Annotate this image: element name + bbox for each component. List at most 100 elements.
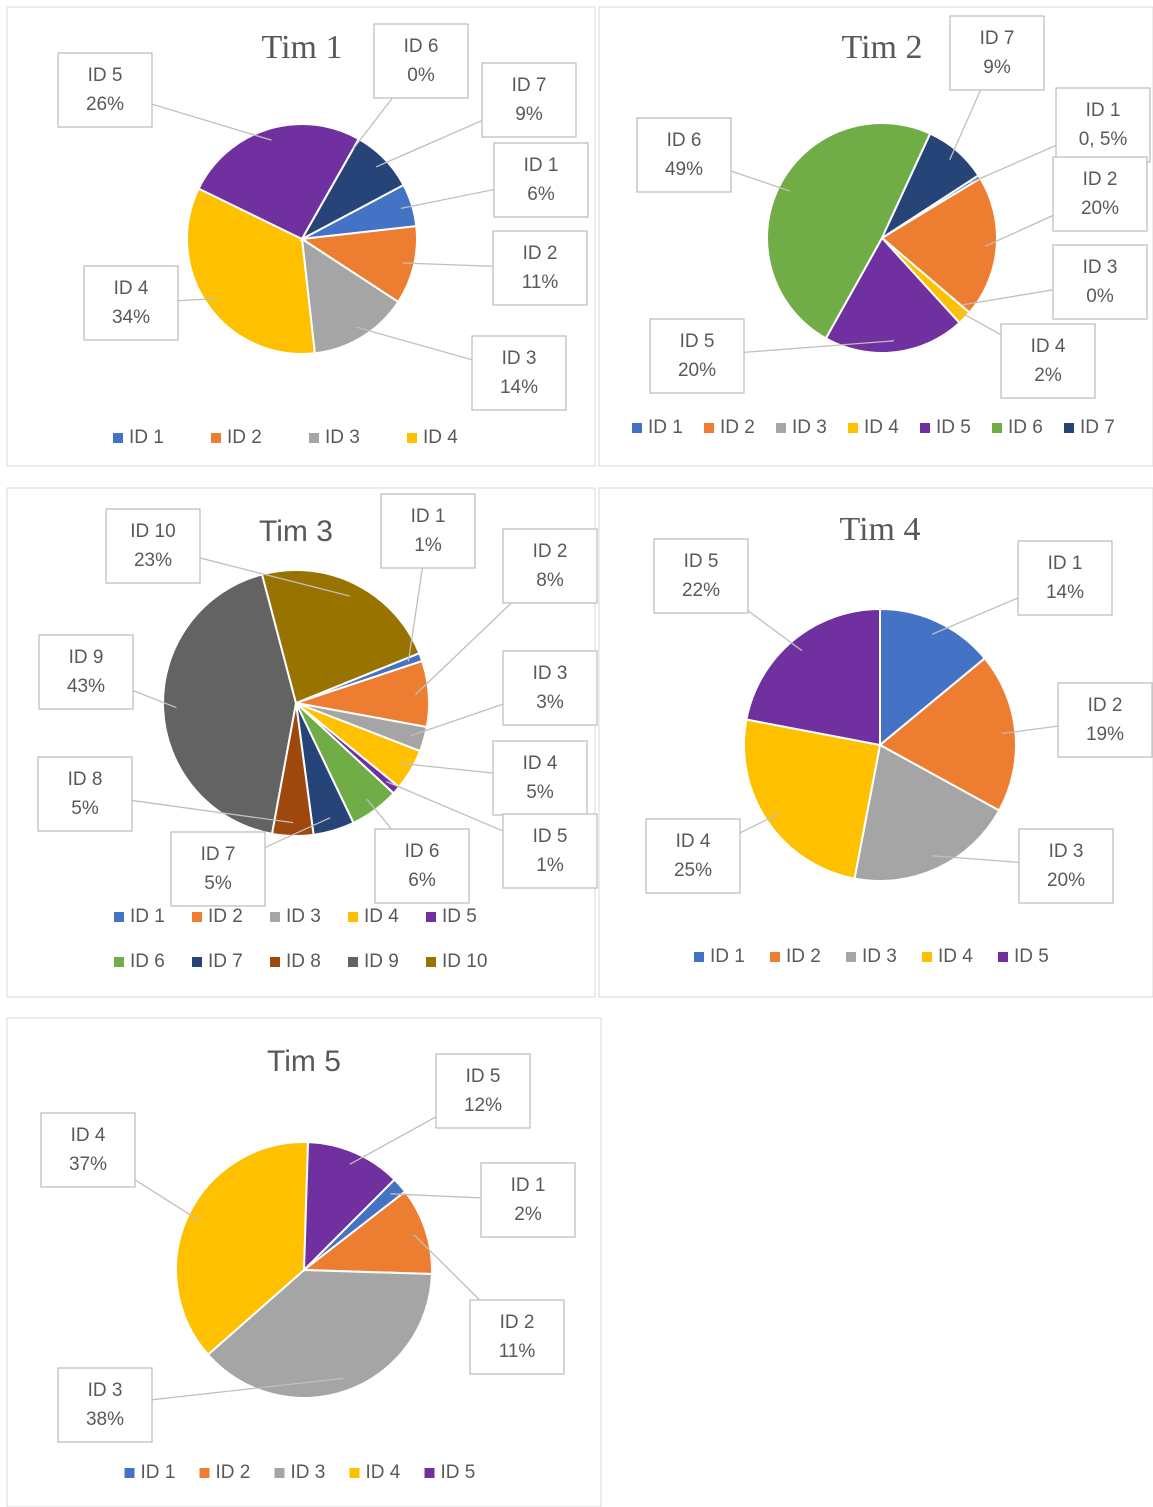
label-box [380,493,476,569]
legend-label: ID 5 [1014,946,1049,967]
legend-swatch [770,952,780,962]
label-box [1018,828,1114,904]
legend-swatch [426,912,436,922]
legend-swatch [632,423,642,433]
pie-slice [766,122,932,340]
label-category: ID 3 [533,663,568,684]
label-value: 1% [536,855,564,876]
legend-label: ID 5 [936,417,971,438]
label-box [636,117,732,193]
chart-title: Tim 5 [267,1045,341,1078]
label-box [645,818,741,894]
legend-label: ID 2 [227,427,262,448]
legend-swatch [1064,423,1074,433]
legend-label: ID 4 [864,417,899,438]
legend-swatch [704,423,714,433]
label-value: 6% [408,870,436,891]
label-category: ID 4 [71,1125,106,1146]
label-value: 20% [678,360,716,381]
label-value: 26% [86,94,124,115]
label-box [1052,156,1148,232]
label-box [502,813,598,889]
legend-swatch [211,433,221,443]
label-category: ID 3 [1083,257,1118,278]
label-box [481,62,577,138]
label-category: ID 5 [88,65,123,86]
legend-label: ID 1 [648,417,683,438]
legend-swatch [848,423,858,433]
label-box [492,230,588,306]
label-value: 20% [1047,870,1085,891]
legend-label: ID 2 [208,906,243,927]
pie-slice [206,1268,433,1399]
label-category: ID 2 [1083,169,1118,190]
legend-label: ID 1 [710,946,745,967]
label-box [374,828,470,904]
label-value: 9% [983,57,1011,78]
label-category: ID 10 [130,521,175,542]
label-category: ID 5 [680,331,715,352]
legend-swatch [348,912,358,922]
legend-swatch [114,957,124,967]
legend-swatch [124,1468,135,1478]
label-category: ID 3 [1049,841,1084,862]
label-value: 25% [674,860,712,881]
label-value: 11% [499,1341,536,1362]
label-category: ID 2 [500,1312,535,1333]
label-box [1052,244,1148,320]
chart-title: Tim 2 [842,29,923,66]
legend-label: ID 4 [423,427,458,448]
label-category: ID 8 [68,769,103,790]
legend-label: ID 4 [364,906,399,927]
pie-slice [824,236,961,354]
label-category: ID 5 [533,826,568,847]
label-box [502,528,598,604]
label-value: 0% [1086,286,1114,307]
pie-slice [879,607,987,748]
label-box [57,1367,153,1443]
legend-label: ID 8 [286,951,321,972]
pie-slice [299,225,418,304]
label-category: ID 7 [512,75,547,96]
label-value: 49% [665,159,703,180]
label-category: ID 5 [466,1066,501,1087]
legend-swatch [776,423,786,433]
label-category: ID 1 [524,155,559,176]
pie-slice [745,607,881,747]
label-category: ID 9 [69,647,104,668]
label-category: ID 2 [523,243,558,264]
label-box [469,1299,565,1375]
label-value: 3% [536,692,564,713]
legend-swatch [270,912,280,922]
legend-swatch [426,957,436,967]
label-box [37,756,133,832]
legend-label: ID 4 [366,1462,401,1483]
legend-swatch [920,423,930,433]
label-box [480,1162,576,1238]
label-value: 19% [1086,724,1124,745]
legend-swatch [274,1468,285,1478]
label-value: 2% [514,1204,542,1225]
label-category: ID 4 [523,753,558,774]
label-box [493,142,589,218]
label-category: ID 3 [502,348,537,369]
legend-swatch [114,912,124,922]
legend-label: ID 4 [938,946,973,967]
label-value: 37% [69,1154,107,1175]
label-value: 22% [682,580,720,601]
legend-label: ID 3 [862,946,897,967]
legend-label: ID 9 [364,951,399,972]
legend-swatch [192,957,202,967]
label-box [38,634,134,710]
label-value: 6% [527,184,555,205]
label-value: 8% [536,570,564,591]
legend-label: ID 1 [129,427,164,448]
label-box [1017,540,1113,616]
label-value: 9% [515,104,543,125]
legend-label: ID 3 [325,427,360,448]
label-category: ID 1 [511,1175,546,1196]
legend-label: ID 5 [441,1462,476,1483]
legend-swatch [694,952,704,962]
label-box [1000,323,1096,399]
